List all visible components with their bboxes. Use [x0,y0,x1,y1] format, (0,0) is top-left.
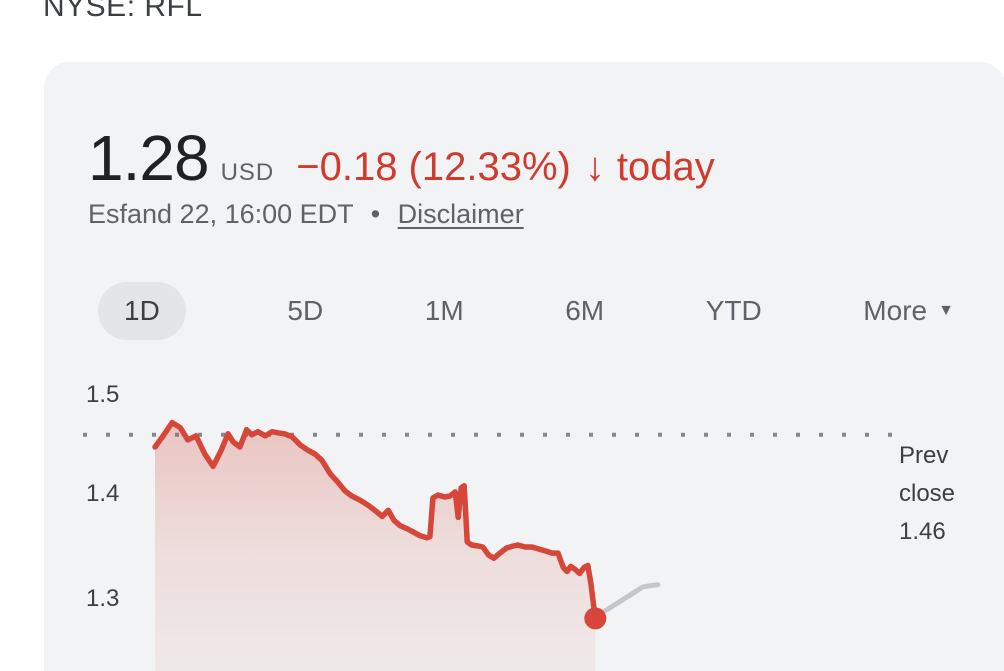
y-axis-tick-1-3: 1.3 [86,585,120,612]
y-axis-tick-1-5: 1.5 [86,381,120,408]
chevron-down-icon: ▼ [938,302,954,319]
tab-1d[interactable]: 1D [98,282,186,340]
arrow-down-icon: ↓ [584,145,605,189]
price-area-fill [155,422,596,671]
price-chart[interactable] [0,370,1004,671]
change-period-label: today [616,145,715,189]
currency-label: USD [220,159,275,186]
tab-ytd[interactable]: YTD [705,295,762,326]
tab-5d[interactable]: 5D [287,295,324,326]
tab-6m[interactable]: 6M [565,295,605,326]
prev-close-word-2: close [899,480,956,507]
tab-more-label: More [863,295,928,326]
tab-more[interactable]: More ▼ [863,295,954,327]
last-price-dot [584,607,607,630]
disclaimer-link[interactable]: Disclaimer [397,199,524,229]
prev-close-value: 1.46 [899,518,946,545]
after-hours-line [597,582,661,617]
y-axis-tick-1-4: 1.4 [86,480,120,507]
ticker-symbol: NYSE: RFL [43,0,203,23]
prev-close-word-1: Prev [899,442,949,469]
price-line [152,419,599,622]
separator-dot: • [370,199,381,229]
tab-1m[interactable]: 1M [424,295,464,326]
price-row: 1.28 USD −0.18 (12.33%) ↓ today [88,121,715,195]
quote-timestamp: Esfand 22, 16:00 EDT [88,199,354,229]
quote-meta-row: Esfand 22, 16:00 EDT • Disclaimer [88,199,524,230]
current-price: 1.28 [88,122,210,194]
prev-close-label: Prev close 1.46 [899,437,955,551]
range-tabs: 1D 5D 1M 6M YTD More ▼ [98,280,954,342]
price-change: −0.18 (12.33%) [296,145,571,189]
